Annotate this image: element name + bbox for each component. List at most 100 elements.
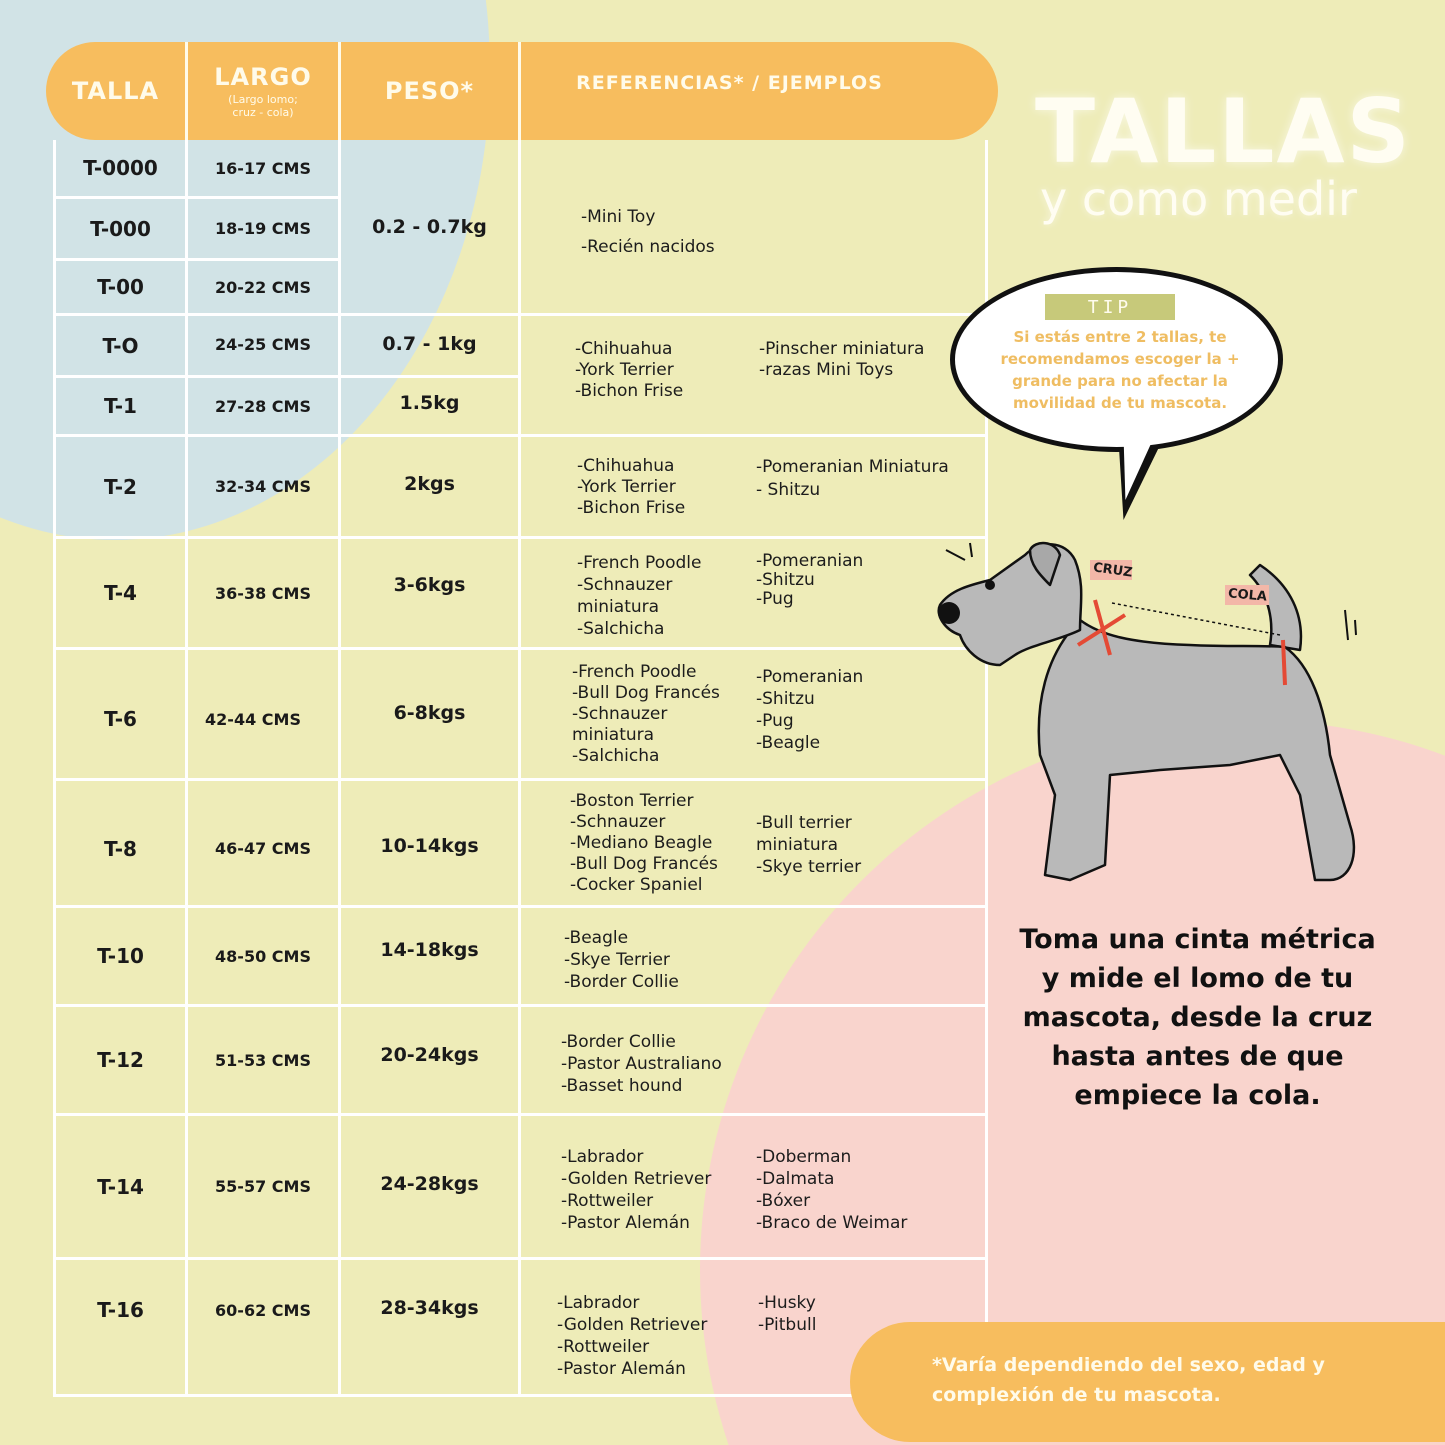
breed-item: -Shitzu	[756, 570, 815, 590]
largo-cell: 36-38 CMS	[215, 583, 311, 603]
row-divider	[56, 434, 988, 437]
header-referencias: REFERENCIAS* / EJEMPLOS	[518, 42, 998, 140]
references-cell: -Border Collie -Pastor Australiano -Bass…	[561, 1031, 722, 1097]
row-divider	[56, 1257, 988, 1260]
references-cell: -French Poodle -Schnauzer miniatura -Sal…	[577, 552, 701, 640]
largo-cell: 18-19 CMS	[215, 219, 311, 238]
references-cell: -Boston Terrier -Schnauzer -Mediano Beag…	[570, 791, 718, 896]
talla-cell: T-1	[104, 394, 137, 418]
breed-item: -Bull Dog Francés	[572, 683, 720, 703]
breed-item: -Bichon Frise	[577, 498, 686, 518]
breed-item: -Mediano Beagle	[570, 833, 713, 853]
header-largo-label: LARGO	[214, 62, 312, 91]
references-cell: -Pinscher miniatura -razas Mini Toys	[759, 339, 924, 381]
largo-cell: 48-50 CMS	[215, 946, 311, 966]
breed-item: -Skye terrier	[756, 857, 862, 877]
peso-cell: 2kgs	[404, 473, 455, 495]
measuring-instructions: Toma una cinta métrica y mide el lomo de…	[1019, 924, 1376, 1111]
breed-item: -Pastor Alemán	[557, 1359, 686, 1379]
breed-item: -Salchicha	[572, 746, 660, 766]
breed-item: -French Poodle	[577, 553, 702, 573]
talla-cell: T-4	[104, 581, 137, 605]
breed-item: -Schnauzer	[572, 704, 668, 724]
breed-item: -Schnauzer	[577, 575, 673, 595]
peso-cell: 14-18kgs	[380, 939, 479, 961]
breed-item: -Basset hound	[561, 1076, 683, 1096]
breed-item: miniatura	[577, 597, 660, 617]
breed-item: -Braco de Weimar	[756, 1213, 908, 1233]
references-cell: -Chihuahua -York Terrier -Bichon Frise	[577, 456, 685, 519]
references-cell: -Pomeranian -Shitzu -Pug -Beagle	[756, 666, 863, 754]
peso-cell: 24-28kgs	[380, 1173, 479, 1195]
column-divider	[338, 42, 341, 1394]
largo-cell: 46-47 CMS	[215, 839, 311, 858]
talla-cell: T-O	[102, 333, 139, 358]
references-cell: -Labrador -Golden Retriever -Rottweiler …	[557, 1292, 707, 1380]
talla-cell: T-00	[97, 275, 144, 299]
breed-item: -Rottweiler	[561, 1191, 654, 1211]
row-divider	[56, 258, 338, 261]
talla-cell: T-000	[90, 216, 151, 241]
breed-item: -Pomeranian Miniatura	[756, 457, 949, 477]
header-largo: LARGO (Largo lomo; cruz - cola)	[185, 42, 338, 140]
schnauzer-dog-icon	[937, 541, 1357, 882]
breed-item: -Cocker Spaniel	[570, 875, 703, 895]
footnote-line-1: *Varía dependiendo del sexo, edad y	[932, 1354, 1325, 1376]
breed-item: -Chihuahua	[575, 339, 673, 359]
footnote-banner: *Varía dependiendo del sexo, edad y comp…	[850, 1322, 1445, 1442]
references-cell: -French Poodle -Bull Dog Francés -Schnau…	[572, 662, 720, 767]
header-talla: TALLA	[71, 77, 160, 105]
breed-item: -Bóxer	[756, 1191, 811, 1211]
breed-item: -Boston Terrier	[570, 791, 694, 811]
breed-item: -Pastor Australiano	[561, 1054, 722, 1074]
breed-item: -Border Collie	[564, 972, 679, 992]
breed-item: -Pitbull	[758, 1315, 817, 1335]
talla-cell: T-16	[97, 1298, 144, 1322]
breed-item: -Pug	[756, 711, 794, 731]
breed-item: -Recién nacidos	[581, 237, 715, 257]
breed-item: -Pomeranian	[756, 667, 864, 687]
peso-cell: 3-6kgs	[393, 574, 466, 596]
header-largo-subtitle: (Largo lomo; cruz - cola)	[228, 92, 298, 119]
table-header: TALLA LARGO (Largo lomo; cruz - cola) PE…	[46, 42, 998, 140]
references-cell: -Beagle -Skye Terrier -Border Collie	[564, 927, 679, 993]
breed-item: -Shitzu	[756, 689, 815, 709]
table-grid: T-0000 T-000 T-00 T-O T-1 T-2 T-4 T-6 T-…	[53, 42, 988, 1397]
breed-item: -York Terrier	[575, 360, 674, 380]
breed-item: -Bichon Frise	[575, 381, 684, 401]
column-divider	[185, 42, 188, 1394]
breed-item: miniatura	[756, 835, 839, 855]
talla-cell: T-14	[97, 1174, 144, 1199]
references-cell: -Pomeranian -Shitzu -Pug	[756, 552, 863, 609]
column-divider	[518, 42, 521, 1394]
breed-item: -Labrador	[557, 1293, 640, 1313]
breed-item: -French Poodle	[572, 662, 697, 682]
largo-cell: 27-28 CMS	[215, 396, 311, 416]
largo-cell: 24-25 CMS	[215, 334, 311, 354]
references-cell: -Husky -Pitbull	[758, 1292, 816, 1336]
breed-item: -Skye Terrier	[564, 950, 670, 970]
header-peso: PESO*	[338, 42, 518, 140]
peso-cell: 0.7 - 1kg	[382, 333, 477, 355]
row-divider	[56, 375, 518, 378]
breed-item: -Golden Retriever	[557, 1315, 708, 1335]
breed-item: -Husky	[758, 1293, 816, 1313]
page-title: TALLAS	[1035, 80, 1412, 183]
largo-cell: 20-22 CMS	[215, 277, 311, 297]
talla-cell: T-8	[104, 836, 137, 861]
peso-cell: 1.5kg	[399, 392, 460, 414]
breed-item: -York Terrier	[577, 477, 676, 497]
talla-cell: T-6	[104, 707, 137, 731]
peso-cell: 20-24kgs	[380, 1044, 479, 1066]
peso-cell: 10-14kgs	[380, 835, 479, 857]
talla-cell: T-0000	[83, 156, 158, 180]
breed-item: -Pomeranian	[756, 551, 864, 571]
size-table: T-0000 T-000 T-00 T-O T-1 T-2 T-4 T-6 T-…	[46, 42, 998, 1397]
talla-cell: T-2	[104, 474, 137, 499]
breed-item: -Border Collie	[561, 1032, 676, 1052]
breed-item: -Doberman	[756, 1147, 852, 1167]
row-divider	[56, 778, 988, 781]
footnote-line-2: complexión de tu mascota.	[932, 1384, 1221, 1406]
references-cell: -Mini Toy -Recién nacidos	[581, 202, 715, 262]
breed-item: -Bull Dog Francés	[570, 854, 718, 874]
